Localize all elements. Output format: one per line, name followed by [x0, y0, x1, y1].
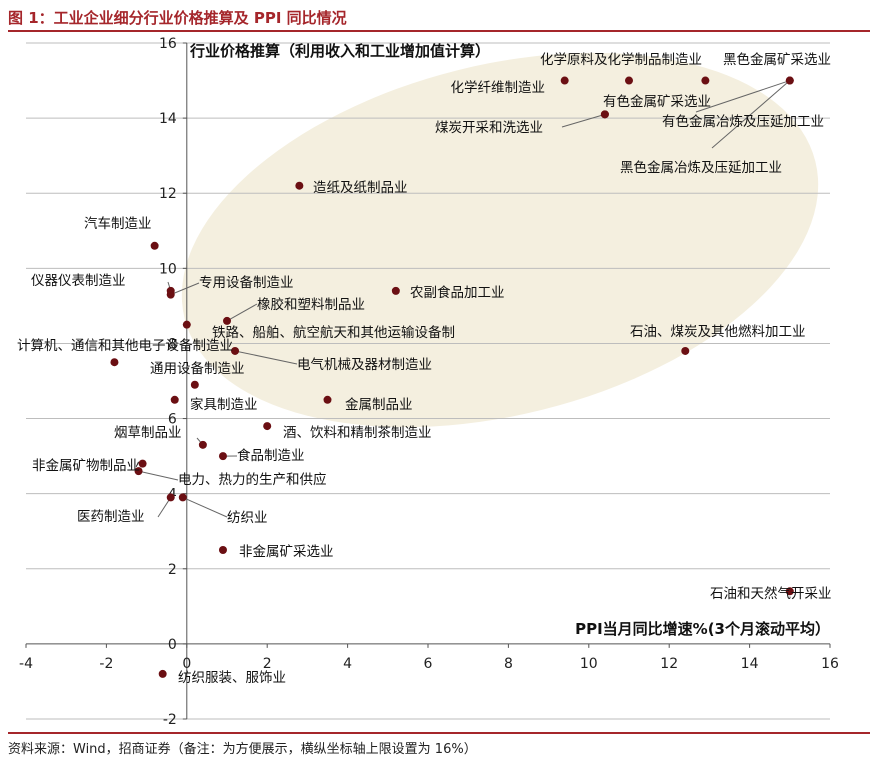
y-tick-label: 14 — [159, 111, 177, 127]
data-points — [110, 76, 794, 678]
data-point — [263, 422, 272, 431]
data-point — [391, 286, 400, 295]
data-point — [110, 358, 119, 367]
data-point — [182, 320, 191, 329]
point-label: 食品制造业 — [237, 447, 305, 464]
data-point — [600, 110, 609, 119]
data-point — [701, 76, 710, 85]
point-label: 酒、饮料和精制茶制造业 — [283, 425, 432, 441]
figure-title: 图 1：工业企业细分行业价格推算及 PPI 同比情况 — [8, 9, 347, 27]
point-label: 造纸及纸制品业 — [313, 180, 408, 196]
point-label: 电气机械及器材制造业 — [297, 357, 432, 373]
y-tick-label: 16 — [159, 36, 177, 52]
x-tick-label: 6 — [424, 656, 433, 672]
point-label: 铁路、船舶、航空航天和其他运输设备制 — [212, 324, 455, 341]
point-label: 汽车制造业 — [84, 215, 152, 232]
point-label: 仪器仪表制造业 — [31, 273, 126, 289]
point-label: 非金属矿采选业 — [239, 544, 334, 560]
point-label: 有色金属冶炼及压延加工业 — [662, 113, 824, 130]
point-label: 煤炭开采和洗选业 — [435, 120, 543, 136]
data-point — [198, 440, 207, 449]
data-point — [190, 380, 199, 389]
data-point — [560, 76, 569, 85]
point-label: 有色金属矿采选业 — [603, 93, 711, 110]
point-label: 化学纤维制造业 — [451, 80, 546, 96]
data-point — [218, 452, 227, 461]
data-point — [138, 459, 147, 468]
y-tick-label: -2 — [163, 712, 177, 728]
data-point — [785, 76, 794, 85]
x-tick-label: 8 — [504, 656, 513, 672]
x-tick-label: -2 — [99, 656, 113, 672]
point-label: 黑色金属冶炼及压延加工业 — [620, 159, 782, 176]
figure-header: 图 1：工业企业细分行业价格推算及 PPI 同比情况 — [8, 4, 870, 32]
x-tick-label: 14 — [741, 656, 759, 672]
data-point — [223, 316, 231, 325]
data-point — [625, 76, 633, 85]
data-point — [166, 493, 175, 502]
source-note: 资料来源：Wind，招商证券（备注：为方便展示，横纵坐标轴上限设置为 16%） — [8, 742, 477, 757]
point-label: 计算机、通信和其他电子设备制造业 — [17, 337, 233, 354]
data-point — [785, 587, 794, 596]
y-tick-label: 12 — [159, 186, 177, 202]
grid-lines — [26, 42, 830, 720]
point-label: 石油和天然气开采业 — [710, 585, 832, 602]
leader-line — [182, 496, 228, 518]
point-label: 金属制品业 — [345, 397, 413, 413]
y-tick-label: 6 — [168, 412, 177, 428]
axes — [25, 42, 831, 720]
point-label: 通用设备制造业 — [150, 360, 245, 377]
point-label: 专用设备制造业 — [199, 274, 294, 291]
x-tick-label: 16 — [821, 656, 839, 672]
point-label: 非金属矿物制品业 — [32, 458, 140, 474]
x-tick-label: -4 — [19, 656, 33, 672]
leader-line — [711, 80, 791, 149]
data-point — [231, 346, 240, 355]
point-label: 医药制造业 — [77, 509, 145, 525]
point-label: 农副食品加工业 — [410, 284, 505, 301]
x-tick-label: 4 — [343, 656, 352, 672]
point-label: 橡胶和塑料制品业 — [257, 296, 365, 313]
point-label: 化学原料及化学制品制造业 — [540, 52, 702, 68]
y-tick-label: 10 — [159, 261, 177, 277]
leader-line — [226, 303, 258, 322]
data-point — [323, 395, 332, 404]
data-point — [150, 241, 159, 250]
data-point — [295, 181, 304, 190]
data-point — [158, 669, 167, 678]
data-point — [166, 290, 175, 299]
point-label: 纺织服装、服饰业 — [178, 670, 286, 686]
leader-lines — [138, 80, 791, 518]
leader-line — [234, 350, 298, 365]
y-tick-label: 8 — [168, 336, 177, 352]
leader-line — [561, 113, 606, 128]
x-tick-label: 10 — [580, 656, 598, 672]
footer-rule — [8, 732, 870, 734]
point-label: 黑色金属矿采选业 — [723, 51, 831, 68]
leader-line — [695, 80, 790, 113]
data-point — [178, 493, 187, 502]
data-point — [681, 346, 690, 355]
highlight-ellipse — [181, 52, 819, 428]
data-point — [134, 467, 143, 476]
point-label: 烟草制品业 — [114, 425, 182, 441]
leader-line — [170, 282, 200, 296]
x-axis-title: PPI当月同比增速%(3个月滚动平均） — [575, 620, 830, 638]
leader-line — [138, 470, 179, 481]
y-tick-label: 0 — [168, 637, 177, 653]
x-tick-label: 12 — [660, 656, 678, 672]
point-label: 石油、煤炭及其他燃料加工业 — [630, 323, 806, 340]
chart-title: 行业价格推算（利用收入和工业增加值计算） — [189, 42, 490, 60]
point-label: 纺织业 — [227, 510, 268, 526]
data-point — [170, 395, 179, 404]
data-point — [218, 546, 227, 554]
title-rule — [8, 30, 870, 32]
x-tick-label: 0 — [182, 656, 191, 672]
x-tick-label: 2 — [263, 656, 272, 672]
point-label: 电力、热力的生产和供应 — [178, 471, 327, 488]
y-tick-label: 2 — [168, 562, 177, 578]
point-label: 家具制造业 — [190, 396, 258, 413]
